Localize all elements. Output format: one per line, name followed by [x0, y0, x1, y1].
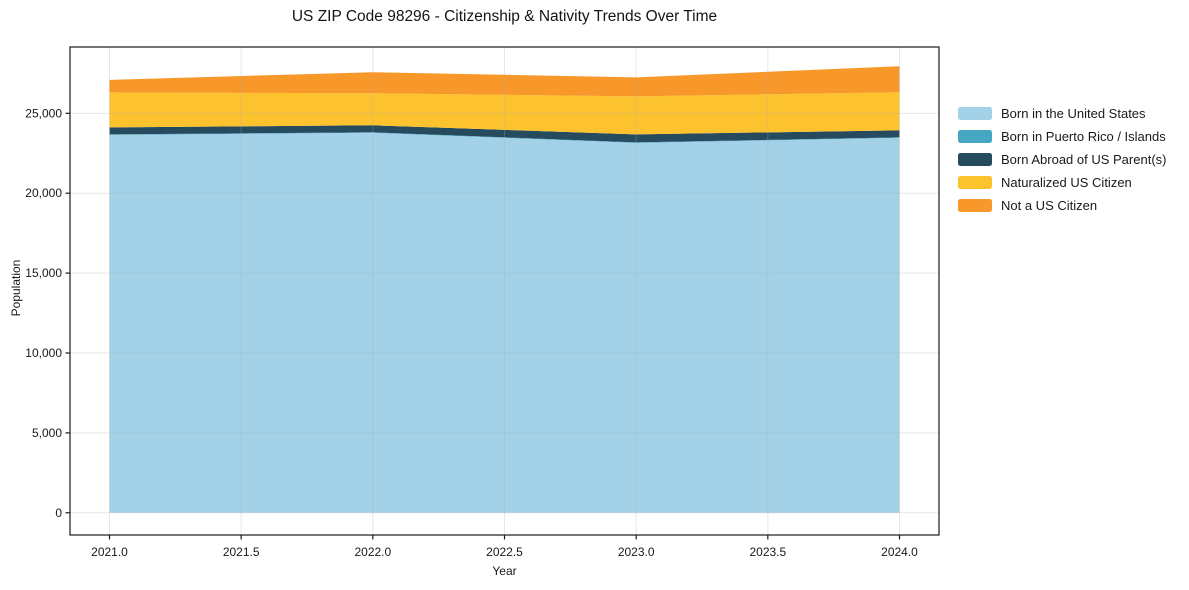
- legend-label: Naturalized US Citizen: [1001, 175, 1132, 190]
- x-axis-label: Year: [492, 564, 517, 578]
- legend-swatch-icon: [958, 199, 992, 212]
- y-tick-label: 0: [55, 506, 62, 520]
- x-tick-label: 2024.0: [881, 545, 918, 559]
- y-tick-label: 20,000: [25, 186, 62, 200]
- legend-item: Not a US Citizen: [958, 198, 1166, 213]
- legend-swatch-icon: [958, 130, 992, 143]
- legend-label: Born in Puerto Rico / Islands: [1001, 129, 1166, 144]
- legend-item: Born in Puerto Rico / Islands: [958, 129, 1166, 144]
- x-tick-label: 2021.0: [91, 545, 128, 559]
- legend-label: Born Abroad of US Parent(s): [1001, 152, 1167, 167]
- legend-label: Not a US Citizen: [1001, 198, 1098, 213]
- y-axis-label: Population: [9, 259, 23, 317]
- x-tick-label: 2021.5: [223, 545, 260, 559]
- area-born-in-puerto-rico-islands: [109, 132, 900, 143]
- area-born-in-the-united-states: [109, 132, 900, 513]
- legend-item: Born in the United States: [958, 106, 1166, 121]
- area-naturalized-us-citizen: [109, 92, 900, 135]
- area-not-a-us-citizen: [109, 66, 900, 97]
- x-tick-label: 2022.5: [486, 545, 523, 559]
- x-tick-label: 2023.5: [749, 545, 786, 559]
- y-tick-label: 10,000: [25, 346, 62, 360]
- legend-swatch-icon: [958, 107, 992, 120]
- x-tick-label: 2022.0: [354, 545, 391, 559]
- chart-title: US ZIP Code 98296 - Citizenship & Nativi…: [291, 8, 718, 25]
- legend-swatch-icon: [958, 176, 992, 189]
- y-tick-label: 5,000: [32, 426, 62, 440]
- legend-item: Born Abroad of US Parent(s): [958, 152, 1167, 167]
- legend: Born in the United States Born in Puerto…: [958, 106, 1167, 222]
- y-tick-label: 15,000: [25, 266, 62, 280]
- legend-label: Born in the United States: [1001, 106, 1146, 121]
- legend-swatch-icon: [958, 153, 992, 166]
- legend-item: Naturalized US Citizen: [958, 175, 1166, 190]
- x-tick-label: 2023.0: [618, 545, 655, 559]
- y-tick-label: 25,000: [25, 106, 62, 120]
- area-born-abroad-of-us-parent-s-: [109, 125, 900, 143]
